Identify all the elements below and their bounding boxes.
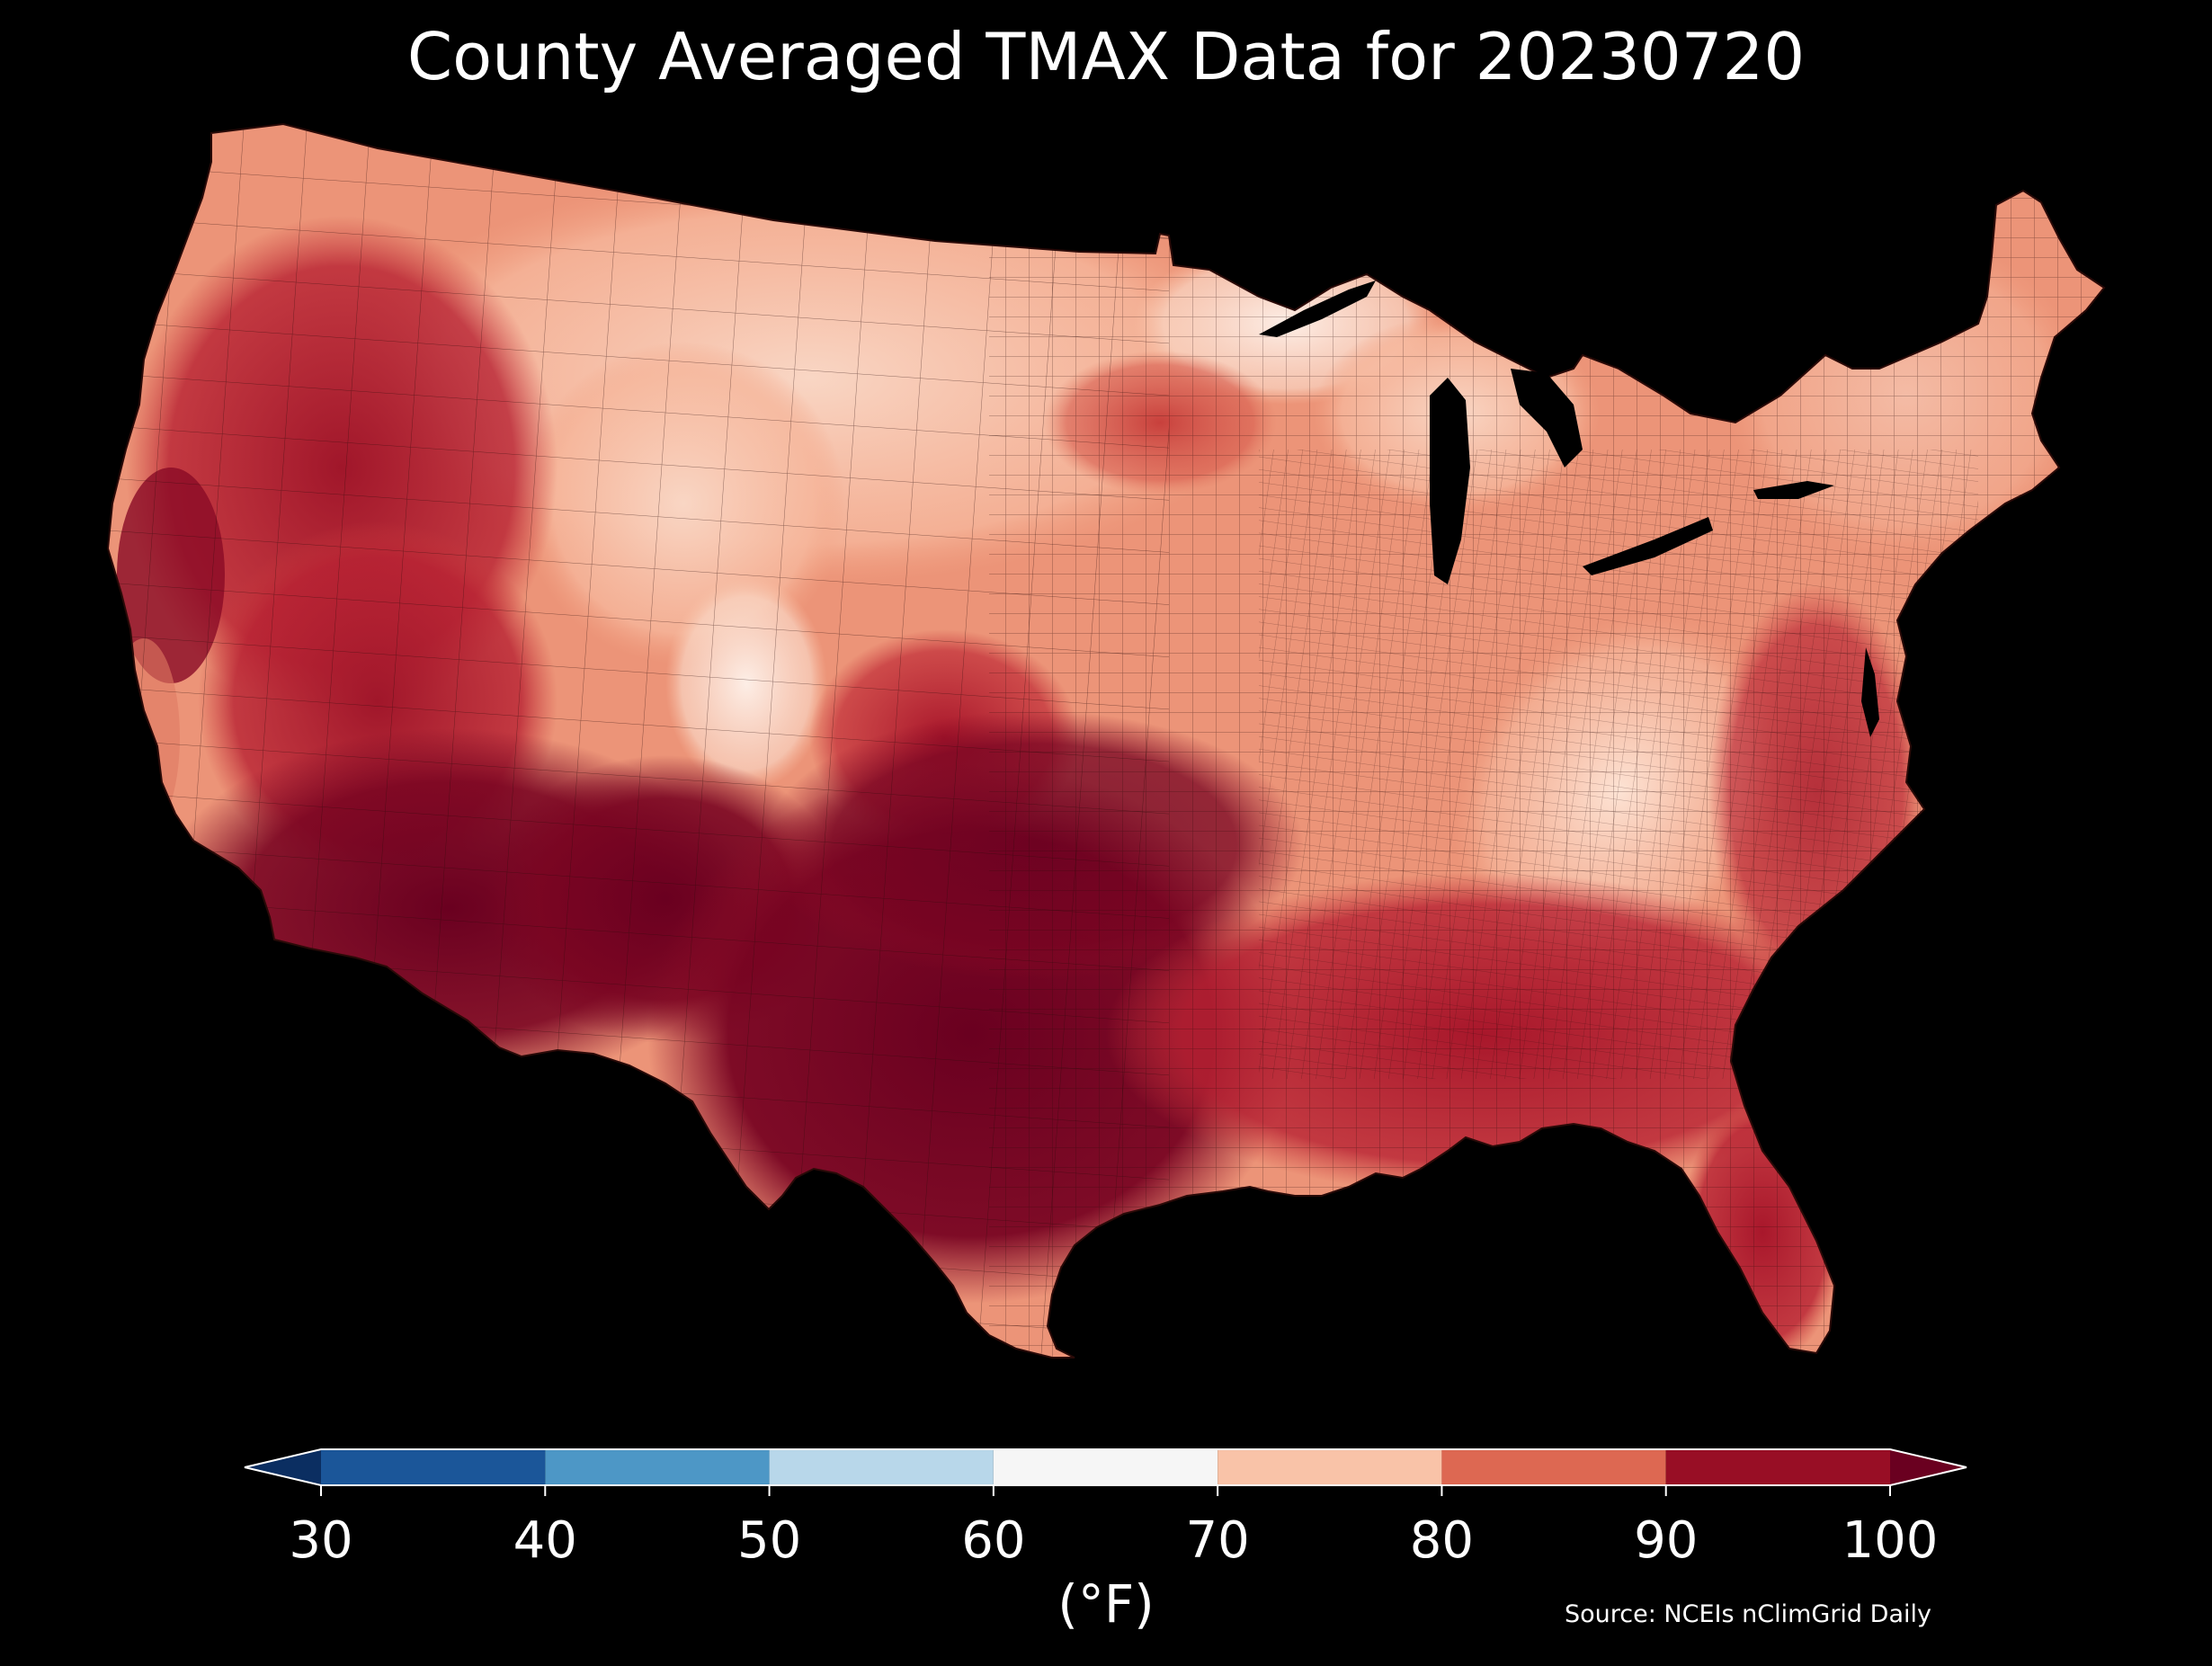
colorbar-under-extend	[245, 1449, 321, 1485]
colorbar-tick-label-2: 50	[737, 1511, 801, 1570]
colorbar-tick-label-3: 60	[961, 1511, 1025, 1570]
colorbar-bin-3	[993, 1449, 1218, 1485]
colorbar-tick-label-5: 80	[1410, 1511, 1474, 1570]
colorbar-tick-label-0: 30	[289, 1511, 352, 1570]
colorbar-tick-label-7: 100	[1842, 1511, 1939, 1570]
colorbar-bin-2	[769, 1449, 994, 1485]
colorbar-bin-0	[321, 1449, 546, 1485]
colorbar-tick-label-6: 90	[1634, 1511, 1698, 1570]
great-lakes-water	[1259, 281, 1879, 737]
lake-ontario	[1753, 481, 1834, 499]
lake-michigan	[1430, 378, 1470, 584]
colorbar-bin-6	[1665, 1449, 1890, 1485]
colorbar-unit-label: (°F)	[1057, 1573, 1155, 1635]
colorbar-tick-label-1: 40	[513, 1511, 577, 1570]
lake-superior	[1259, 281, 1376, 337]
source-note: Source: NCEIs nClimGrid Daily	[1565, 1600, 1931, 1628]
map-title: County Averaged TMAX Data for 20230720	[406, 19, 1806, 94]
colorbar-bin-1	[545, 1449, 770, 1485]
colorbar-tick-label-4: 70	[1186, 1511, 1250, 1570]
colorbar-bin-4	[1217, 1449, 1442, 1485]
lake-erie	[1583, 517, 1713, 575]
lake-huron	[1511, 369, 1583, 468]
colorbar-bin-5	[1441, 1449, 1666, 1485]
chesapeake-bay	[1861, 647, 1879, 737]
colorbar-over-extend	[1890, 1449, 1967, 1485]
